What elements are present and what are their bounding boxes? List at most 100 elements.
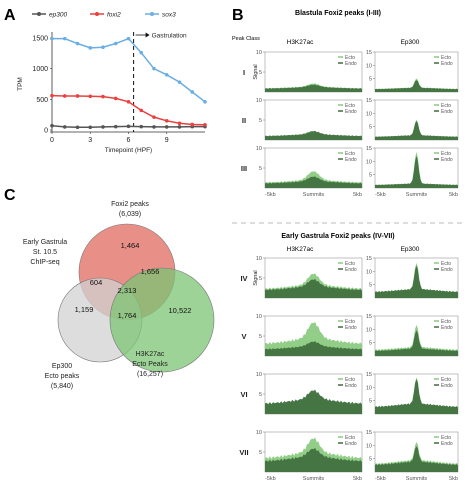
data-point-ep300 xyxy=(50,123,54,128)
y-tick-label: 10 xyxy=(256,430,262,436)
column-header-ep300-top: Ep300 xyxy=(401,39,420,46)
panel-letter-a: A xyxy=(4,7,16,24)
legend-ecto-label: Ecto xyxy=(441,103,451,109)
legend-label-sox3: sox3 xyxy=(162,12,176,19)
legend-label-ep300: ep300 xyxy=(49,12,67,19)
y-tick-label: 1000 xyxy=(32,66,48,73)
class-label-VI: VI xyxy=(240,390,247,399)
class-label-IV: IV xyxy=(240,274,247,283)
data-point-foxi2 xyxy=(113,96,118,101)
data-point-sox3 xyxy=(126,36,131,41)
data-point-sox3 xyxy=(88,46,93,50)
legend-endo-label: Endo xyxy=(441,157,453,163)
y-tick-label: 10 xyxy=(366,327,372,333)
data-point-sox3 xyxy=(152,66,156,71)
legend-endo-label: Endo xyxy=(345,325,357,331)
legend-label-foxi2: foxi2 xyxy=(107,12,121,19)
panel-a-line-chart: 0 500 1000 1500 0 3 6 9 Timepoint (HPF) TPM Gastru… xyxy=(17,12,207,154)
endo-profile-II xyxy=(375,120,458,140)
data-point-ep300 xyxy=(113,124,118,129)
y-tick-label: 15 xyxy=(366,430,372,436)
data-point-sox3 xyxy=(203,99,207,104)
legend-ecto-label: Ecto xyxy=(441,377,451,383)
y-tick-label: 10 xyxy=(256,372,262,378)
x-range-end: 5kb xyxy=(449,192,458,198)
column-header-h3k27ac-top: H3K27ac xyxy=(287,39,314,46)
panel-letter-c: C xyxy=(4,187,16,204)
x-range-end: 5kb xyxy=(353,192,362,198)
y-tick-label: 1500 xyxy=(32,36,48,43)
data-point-sox3 xyxy=(190,90,195,94)
legend-ecto-label: Ecto xyxy=(441,435,451,441)
gastrulation-label: Gastrulation xyxy=(152,33,187,40)
y-tick-label: 15 xyxy=(366,50,372,56)
class-label-III: III xyxy=(241,164,247,173)
set-label-h3k27ac: Ecto Peaks xyxy=(132,361,168,368)
legend-endo-label: Endo xyxy=(441,61,453,67)
class-label-II: II xyxy=(242,116,246,125)
data-point-ep300 xyxy=(101,125,105,129)
legend-ecto-label: Ecto xyxy=(345,55,355,61)
data-point-sox3 xyxy=(101,45,105,49)
legend-endo-label: Endo xyxy=(345,267,357,273)
region-count-foxi2-ep300: 604 xyxy=(90,278,103,287)
endo-profile-V xyxy=(375,330,458,356)
endo-profile-IV xyxy=(375,265,458,298)
legend-ecto-label: Ecto xyxy=(345,377,355,383)
region-count-foxi2-h3k27ac: 1,656 xyxy=(141,267,160,276)
data-point-foxi2 xyxy=(139,108,144,113)
legend-endo-label: Endo xyxy=(441,383,453,389)
legend-endo-label: Endo xyxy=(345,61,357,67)
set-label-ep300: Ecto peaks xyxy=(45,373,80,380)
y-tick-label: 10 xyxy=(256,98,262,104)
y-tick-label: 5 xyxy=(259,166,262,172)
set-label-foxi2: Foxi2 peaks xyxy=(111,201,149,208)
x-range-start: -5kb xyxy=(265,192,276,198)
set-label-ep300: (5,840) xyxy=(51,383,73,390)
y-tick-label: 10 xyxy=(256,256,262,262)
y-tick-label: 10 xyxy=(256,50,262,56)
summits-label: Summits xyxy=(303,476,325,482)
y-tick-label: 5 xyxy=(369,125,372,131)
data-point-ep300 xyxy=(75,125,80,130)
region-count-h3k27ac-only: 10,522 xyxy=(169,306,192,315)
set-label-foxi2: (6,039) xyxy=(119,211,141,218)
legend-endo-label: Endo xyxy=(441,109,453,115)
row-header: Peak Class xyxy=(232,36,260,42)
data-point-foxi2 xyxy=(190,122,195,127)
y-tick-label: 10 xyxy=(256,314,262,320)
data-point-ep300 xyxy=(164,125,169,129)
y-tick-label: 5 xyxy=(369,283,372,289)
y-tick-label: 15 xyxy=(366,256,372,262)
endo-profile-IV xyxy=(265,278,362,298)
y-tick-label: 10 xyxy=(256,146,262,152)
series-line-sox3 xyxy=(52,37,206,103)
data-point-sox3 xyxy=(177,80,182,84)
y-tick-label: 5 xyxy=(369,173,372,179)
data-point-foxi2 xyxy=(75,94,80,98)
y-tick-label: 15 xyxy=(366,372,372,378)
legend-ecto-label: Ecto xyxy=(345,319,355,325)
y-tick-label: 5 xyxy=(259,70,262,76)
y-tick-label: 500 xyxy=(36,97,48,104)
y-tick-label: 5 xyxy=(259,276,262,282)
y-tick-label: 5 xyxy=(369,341,372,347)
caption-line: ChIP-seq xyxy=(30,259,59,266)
legend-endo-label: Endo xyxy=(345,157,357,163)
legend-endo-label: Endo xyxy=(345,383,357,389)
region-count-ep300-only: 1,159 xyxy=(75,305,94,314)
data-point-sox3 xyxy=(164,73,169,77)
data-point-foxi2 xyxy=(50,93,54,98)
class-label-I: I xyxy=(243,68,245,77)
set-label-h3k27ac: (16,257) xyxy=(137,371,163,378)
legend-marker-sox3 xyxy=(150,12,154,16)
section-title-gastrula: Early Gastrula Foxi2 peaks (IV-VII) xyxy=(281,233,394,240)
legend-marker-ep300 xyxy=(37,12,41,16)
data-point-ep300 xyxy=(177,125,182,129)
legend-ecto-label: Ecto xyxy=(345,261,355,267)
data-point-sox3 xyxy=(113,41,118,46)
y-tick-label: 5 xyxy=(259,450,262,456)
data-point-ep300 xyxy=(152,125,156,129)
